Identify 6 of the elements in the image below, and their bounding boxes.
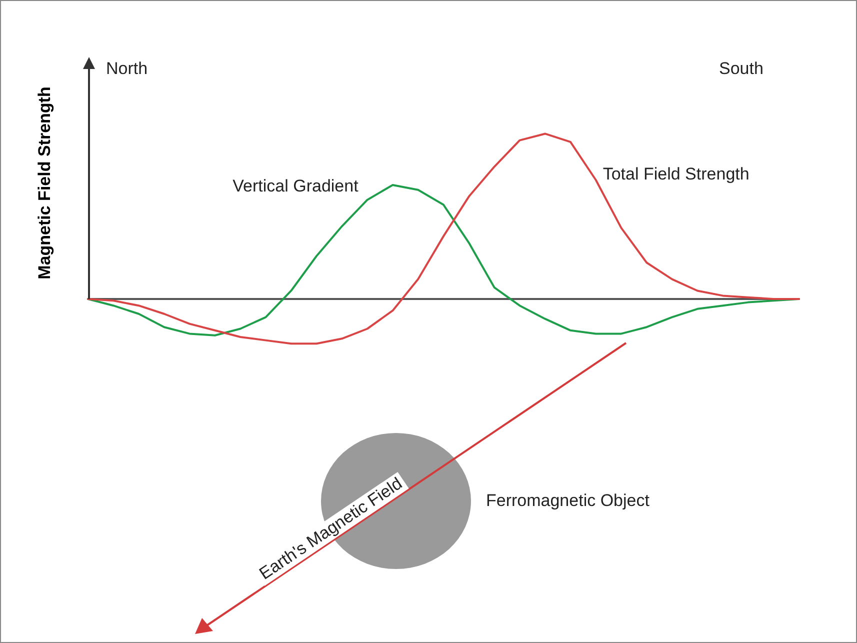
text: Ferromagnetic Object [486,491,650,511]
series-label: Total Field Strength [602,164,750,184]
series-label: Vertical Gradient [232,176,359,196]
text: South [719,59,764,79]
y-axis-title: Magnetic Field Strength [35,86,55,280]
text: North [106,59,148,79]
